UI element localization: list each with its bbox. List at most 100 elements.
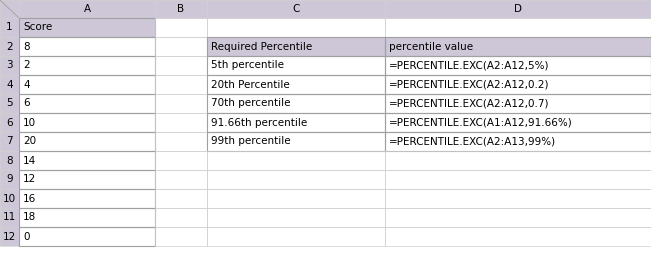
Bar	[385, 113, 651, 132]
Bar	[19, 94, 155, 113]
Text: 8: 8	[7, 155, 13, 166]
Bar	[207, 18, 385, 37]
Bar	[207, 170, 385, 189]
Text: 4: 4	[7, 79, 13, 89]
Bar	[155, 0, 207, 18]
Bar	[385, 0, 651, 18]
Bar	[0, 208, 19, 227]
Bar	[207, 208, 385, 227]
Bar	[0, 151, 19, 170]
Bar	[0, 227, 19, 246]
Bar	[207, 189, 385, 208]
Bar	[0, 37, 19, 56]
Bar	[0, 75, 19, 94]
Bar	[19, 37, 155, 56]
Bar	[155, 113, 207, 132]
Bar	[0, 0, 19, 18]
Bar	[385, 189, 651, 208]
Bar	[207, 94, 385, 113]
Text: percentile value: percentile value	[389, 41, 473, 51]
Bar	[385, 208, 651, 227]
Bar	[19, 0, 155, 18]
Bar	[385, 75, 651, 94]
Bar	[19, 0, 155, 18]
Bar	[155, 18, 207, 37]
Bar	[19, 56, 155, 75]
Bar	[0, 189, 19, 208]
Bar	[207, 132, 385, 151]
Bar	[19, 170, 155, 189]
Bar	[155, 18, 207, 37]
Text: Required Percentile: Required Percentile	[211, 41, 312, 51]
Text: 5th percentile: 5th percentile	[211, 60, 284, 70]
Bar	[385, 170, 651, 189]
Bar	[207, 56, 385, 75]
Bar	[207, 113, 385, 132]
Bar	[207, 227, 385, 246]
Bar	[155, 189, 207, 208]
Text: 12: 12	[3, 232, 16, 242]
Bar	[155, 189, 207, 208]
Bar	[155, 0, 207, 18]
Bar	[19, 227, 155, 246]
Bar	[0, 151, 19, 170]
Bar	[155, 170, 207, 189]
Bar	[155, 37, 207, 56]
Bar	[0, 170, 19, 189]
Bar	[385, 151, 651, 170]
Bar	[207, 151, 385, 170]
Bar	[0, 18, 19, 37]
Bar	[385, 0, 651, 18]
Bar	[0, 189, 19, 208]
Bar	[155, 94, 207, 113]
Bar	[19, 189, 155, 208]
Bar	[155, 132, 207, 151]
Bar	[155, 208, 207, 227]
Bar	[19, 75, 155, 94]
Text: Score: Score	[23, 22, 52, 32]
Bar	[0, 132, 19, 151]
Bar	[207, 0, 385, 18]
Text: 18: 18	[23, 213, 36, 223]
Bar	[207, 189, 385, 208]
Bar	[19, 189, 155, 208]
Text: D: D	[514, 4, 522, 14]
Text: 1: 1	[7, 22, 13, 32]
Bar	[155, 75, 207, 94]
Text: 12: 12	[23, 175, 36, 185]
Text: 70th percentile: 70th percentile	[211, 98, 290, 109]
Bar	[207, 18, 385, 37]
Text: 8: 8	[23, 41, 30, 51]
Bar	[155, 56, 207, 75]
Text: 0: 0	[23, 232, 29, 242]
Bar	[19, 170, 155, 189]
Bar	[19, 37, 155, 56]
Text: 10: 10	[23, 117, 36, 128]
Bar	[385, 94, 651, 113]
Text: 91.66th percentile: 91.66th percentile	[211, 117, 307, 128]
Bar	[0, 94, 19, 113]
Bar	[207, 170, 385, 189]
Bar	[385, 132, 651, 151]
Bar	[155, 94, 207, 113]
Bar	[0, 0, 19, 18]
Text: 99th percentile: 99th percentile	[211, 136, 290, 147]
Bar	[207, 227, 385, 246]
Text: 4: 4	[23, 79, 30, 89]
Text: 14: 14	[23, 155, 36, 166]
Bar	[155, 75, 207, 94]
Bar	[385, 208, 651, 227]
Bar	[155, 227, 207, 246]
Bar	[385, 37, 651, 56]
Bar	[19, 113, 155, 132]
Bar	[0, 94, 19, 113]
Text: C: C	[292, 4, 299, 14]
Bar	[385, 75, 651, 94]
Bar	[207, 94, 385, 113]
Bar	[207, 0, 385, 18]
Bar	[385, 37, 651, 56]
Bar	[207, 208, 385, 227]
Bar	[19, 75, 155, 94]
Text: 16: 16	[23, 194, 36, 204]
Bar	[385, 227, 651, 246]
